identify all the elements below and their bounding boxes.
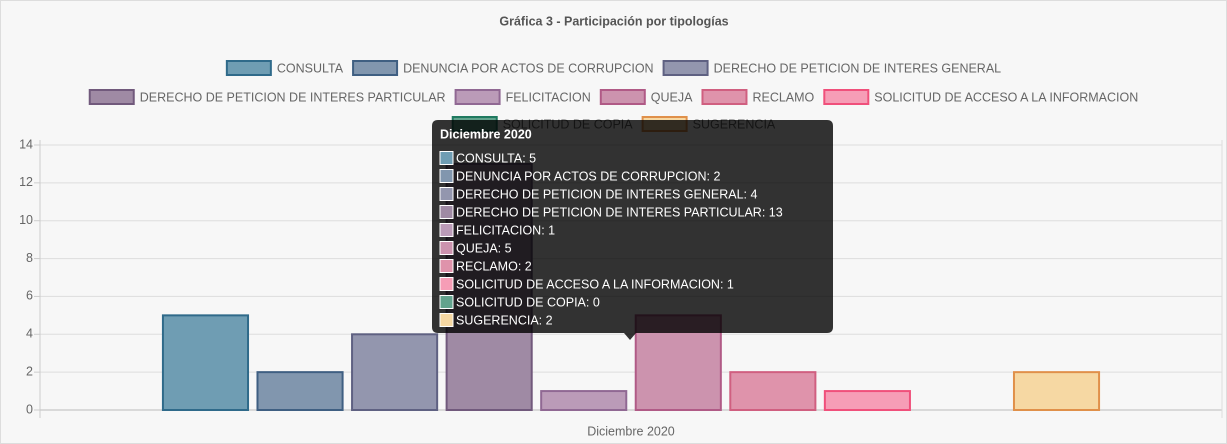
tooltip-line: SUGERENCIA: 2 <box>456 313 553 327</box>
tooltip-swatch <box>439 295 454 309</box>
x-tick-label: Diciembre 2020 <box>587 424 675 438</box>
bar <box>256 371 344 411</box>
bar <box>729 371 817 411</box>
legend-swatch <box>823 89 870 105</box>
tooltip-swatch <box>439 187 454 201</box>
bar <box>351 333 439 411</box>
tooltip-line: DERECHO DE PETICION DE INTERES PARTICULA… <box>456 205 783 219</box>
legend-label: RECLAMO <box>752 90 814 104</box>
tooltip-swatch <box>439 151 454 165</box>
legend-label: DENUNCIA POR ACTOS DE CORRUPCION <box>403 61 654 75</box>
legend-swatch <box>599 89 646 105</box>
y-tick-label: 6 <box>26 289 33 303</box>
tooltip-line: RECLAMO: 2 <box>456 259 532 273</box>
bar <box>823 390 911 412</box>
y-tick-label: 12 <box>19 175 33 189</box>
chart-title: Gráfica 3 - Participación por tipologías <box>499 14 728 28</box>
y-tick-label: 14 <box>19 137 33 151</box>
legend-swatch <box>88 89 135 105</box>
legend-label: DERECHO DE PETICION DE INTERES GENERAL <box>714 61 1002 75</box>
bar <box>1012 371 1101 411</box>
y-tick-label: 2 <box>26 364 33 378</box>
tooltip-swatch <box>439 259 454 273</box>
bar <box>161 314 250 412</box>
y-tick-label: 8 <box>26 251 33 265</box>
legend-swatch <box>701 89 748 105</box>
tooltip-line: SOLICITUD DE COPIA: 0 <box>456 295 600 309</box>
y-tick-label: 0 <box>26 402 33 416</box>
tooltip-line: DERECHO DE PETICION DE INTERES GENERAL: … <box>456 187 757 201</box>
legend-swatch <box>662 60 709 76</box>
tooltip-line: QUEJA: 5 <box>456 241 512 255</box>
tooltip-swatch <box>439 169 454 183</box>
legend-label: CONSULTA <box>277 61 344 75</box>
tooltip-title: Diciembre 2020 <box>440 127 532 141</box>
y-tick-label: 4 <box>26 327 33 341</box>
tooltip-swatch <box>439 205 454 219</box>
legend-label: DERECHO DE PETICION DE INTERES PARTICULA… <box>140 90 446 104</box>
legend-swatch <box>225 60 272 76</box>
bar <box>540 390 628 412</box>
tooltip: Diciembre 2020 CONSULTA: 5 DENUNCIA POR AC… <box>432 120 833 340</box>
legend-label: FELICITACION <box>506 90 591 104</box>
tooltip-line: SOLICITUD DE ACCESO A LA INFORMACION: 1 <box>456 277 734 291</box>
tooltip-swatch <box>439 277 454 291</box>
legend-swatch <box>454 89 501 105</box>
tooltip-box <box>432 120 833 340</box>
tooltip-line: CONSULTA: 5 <box>456 151 536 165</box>
legend-label: SOLICITUD DE ACCESO A LA INFORMACION <box>874 90 1138 104</box>
tooltip-swatch <box>439 313 454 327</box>
tooltip-swatch <box>439 223 454 237</box>
y-tick-label: 10 <box>19 213 33 227</box>
tooltip-line: DENUNCIA POR ACTOS DE CORRUPCION: 2 <box>456 169 720 183</box>
tooltip-line: FELICITACION: 1 <box>456 223 555 237</box>
legend-label: QUEJA <box>651 90 693 104</box>
legend-swatch <box>352 60 399 76</box>
tooltip-swatch <box>439 241 454 255</box>
